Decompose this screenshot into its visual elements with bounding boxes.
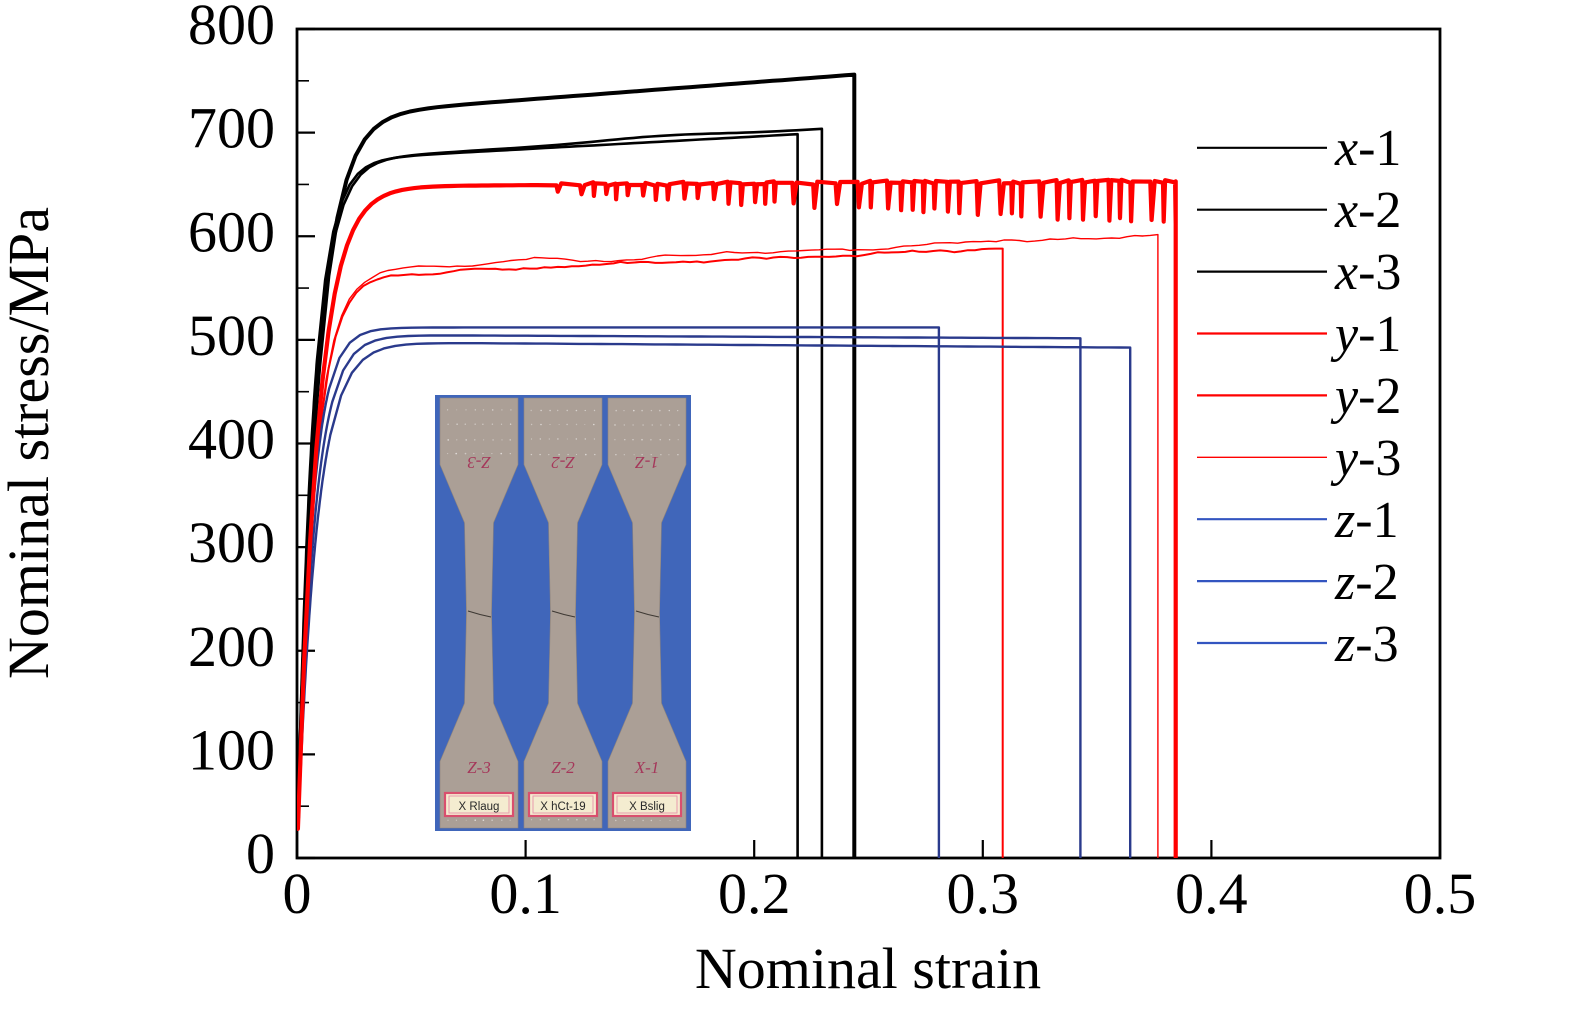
svg-text:400: 400 xyxy=(188,407,275,472)
svg-text:X Bslig: X Bslig xyxy=(629,801,665,813)
svg-text:y-2: y-2 xyxy=(1330,368,1401,425)
svg-text:0.2: 0.2 xyxy=(718,861,791,926)
svg-text:x-3: x-3 xyxy=(1334,244,1401,301)
svg-text:Nominal stress/MPa: Nominal stress/MPa xyxy=(0,207,61,679)
svg-text:1-Z: 1-Z xyxy=(635,453,659,472)
svg-text:z-2: z-2 xyxy=(1334,554,1399,611)
svg-text:z-1: z-1 xyxy=(1334,492,1399,549)
svg-text:0.4: 0.4 xyxy=(1175,861,1248,926)
svg-text:x-1: x-1 xyxy=(1334,120,1401,177)
svg-text:0: 0 xyxy=(283,861,312,926)
svg-text:0.5: 0.5 xyxy=(1404,861,1477,926)
svg-text:300: 300 xyxy=(188,510,275,575)
svg-text:0: 0 xyxy=(246,821,275,886)
svg-text:Z-3: Z-3 xyxy=(467,758,491,777)
svg-text:X Rlaug: X Rlaug xyxy=(459,801,500,813)
svg-text:X-1: X-1 xyxy=(634,758,660,777)
svg-text:y-1: y-1 xyxy=(1330,306,1401,363)
svg-text:Z-3: Z-3 xyxy=(467,453,491,472)
svg-text:500: 500 xyxy=(188,303,275,368)
svg-text:X hCt-19: X hCt-19 xyxy=(540,801,585,813)
svg-text:800: 800 xyxy=(188,0,275,57)
svg-text:0.1: 0.1 xyxy=(489,861,562,926)
svg-text:Z-2: Z-2 xyxy=(551,758,575,777)
svg-text:100: 100 xyxy=(188,717,275,782)
svg-text:Nominal strain: Nominal strain xyxy=(695,936,1041,1001)
svg-text:700: 700 xyxy=(188,96,275,161)
svg-text:x-2: x-2 xyxy=(1334,182,1401,239)
svg-text:y-3: y-3 xyxy=(1330,430,1401,487)
svg-text:0.3: 0.3 xyxy=(947,861,1020,926)
svg-text:Z-2: Z-2 xyxy=(551,453,575,472)
svg-text:200: 200 xyxy=(188,614,275,679)
svg-text:z-3: z-3 xyxy=(1334,616,1399,673)
svg-text:600: 600 xyxy=(188,199,275,264)
